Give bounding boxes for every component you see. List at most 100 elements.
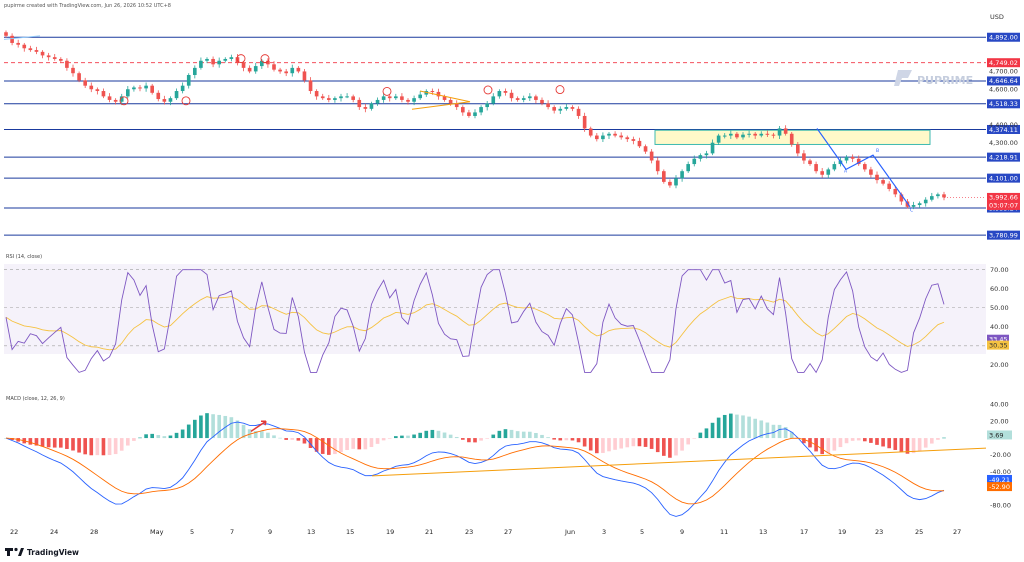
rsi-tick: 70.00 [990,266,1009,274]
swing-circle [260,54,270,64]
candle [716,135,721,143]
macd-histogram-bar [515,431,520,439]
rsi-ma-line [5,295,945,351]
rsi-tick: 20.00 [990,361,1009,369]
macd-histogram-bar [686,438,690,445]
candle [826,169,831,175]
macd-histogram-bar [211,414,215,439]
candle [789,133,794,145]
footer-brand: TradingView [27,548,79,557]
candle [101,91,106,97]
candle [698,155,703,159]
candle [613,133,617,136]
candle [686,164,690,172]
candle [930,196,934,200]
candle [65,60,69,68]
header-text: pupirme created with TradingView.com, Ju… [4,3,171,9]
x-tick-label: 7 [230,528,234,536]
candle [802,153,806,161]
candle [576,108,581,116]
macd-histogram-bar [101,438,106,456]
macd-histogram-bar [674,438,678,456]
candle [534,96,538,100]
candle [345,96,349,98]
x-tick-label: 11 [720,528,728,536]
candle [430,91,435,93]
candle [741,134,745,138]
macd-histogram-bar [582,438,587,447]
macd-histogram-bar [339,438,343,453]
macd-histogram-bar [917,438,922,452]
level-label: 4,518.33 [989,100,1018,108]
candle [729,133,733,136]
price-panel [4,36,986,236]
macd-histogram-bar [595,438,599,454]
x-tick-label: 23 [465,528,473,536]
candle [582,115,587,129]
macd-histogram-bar [643,438,648,447]
candle [765,133,770,135]
macd-histogram-bar [412,434,416,439]
macd-histogram-bar [345,438,349,451]
candle [942,194,946,198]
candle [333,98,337,100]
candle [369,103,374,109]
macd-histogram-bar [680,438,684,451]
candle [448,99,453,104]
macd-histogram-bar [126,438,130,446]
macd-histogram-bar [759,420,764,439]
candle [314,91,319,97]
macd-histogram-bar [235,420,240,439]
macd-histogram-bar [491,434,496,439]
macd-histogram-bar [930,438,934,444]
macd-histogram-bar [826,438,831,454]
macd-histogram-bar [802,438,806,444]
macd-histogram-bar [442,432,447,439]
macd-histogram-bar [46,438,51,448]
annotations: A B C [3,35,913,213]
candle [936,194,940,197]
macd-histogram-bar [509,429,514,439]
macd-histogram-bar [387,438,392,439]
price-tick: 4,600.00 [989,86,1018,94]
macd-histogram-bar [540,434,544,439]
macd-histogram-bar [741,415,745,439]
candle [497,91,502,97]
macd-histogram-bar [241,424,246,439]
macd-histogram-bar [193,419,197,439]
macd-histogram-bar [789,431,794,439]
macd-histogram-bar [875,438,879,445]
macd-histogram-bar [844,438,849,444]
candle [284,71,288,74]
macd-histogram-bar [503,429,508,439]
candle [893,189,898,195]
macd-histogram-bar [936,438,940,440]
candle [302,71,307,81]
candle [144,85,148,89]
macd-histogram-bar [95,438,100,456]
x-axis: 22 24 28 May 5 7 9 13 15 19 21 23 27 Jun 3 5 9 11 13 17 19 23… [10,528,961,536]
x-tick-label: 19 [386,528,394,536]
macd-histogram-bar [619,438,623,449]
wave-label: C [910,207,913,213]
candle [406,99,410,102]
candle [28,48,33,51]
macd-histogram-bar [564,438,569,441]
candle [59,58,63,61]
candle [649,151,654,161]
macd-histogram-bar [400,435,404,439]
candle [680,171,684,179]
candle [528,96,532,99]
macd-histogram-bar [631,438,636,447]
candle [52,57,57,59]
candle [637,140,642,147]
macd-histogram-bar [162,436,167,439]
candle [412,98,416,102]
x-tick-label: 19 [838,528,846,536]
candle [156,92,161,100]
macd-histogram-bar [753,418,757,439]
macd-value: -52.90 [989,483,1010,491]
candle [138,87,142,89]
